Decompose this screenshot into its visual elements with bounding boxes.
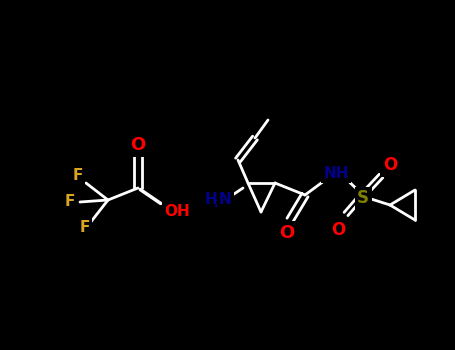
Text: N: N — [219, 193, 232, 208]
Text: OH: OH — [164, 203, 190, 218]
Text: F: F — [80, 220, 90, 236]
Text: O: O — [331, 221, 345, 239]
Text: F: F — [65, 195, 75, 210]
Text: O: O — [131, 136, 146, 154]
Text: O: O — [279, 224, 295, 242]
Text: O: O — [383, 156, 397, 174]
Text: H: H — [205, 193, 218, 208]
Text: S: S — [357, 189, 369, 207]
Text: 2: 2 — [213, 199, 221, 209]
Text: F: F — [73, 168, 83, 182]
Text: NH: NH — [323, 166, 349, 181]
